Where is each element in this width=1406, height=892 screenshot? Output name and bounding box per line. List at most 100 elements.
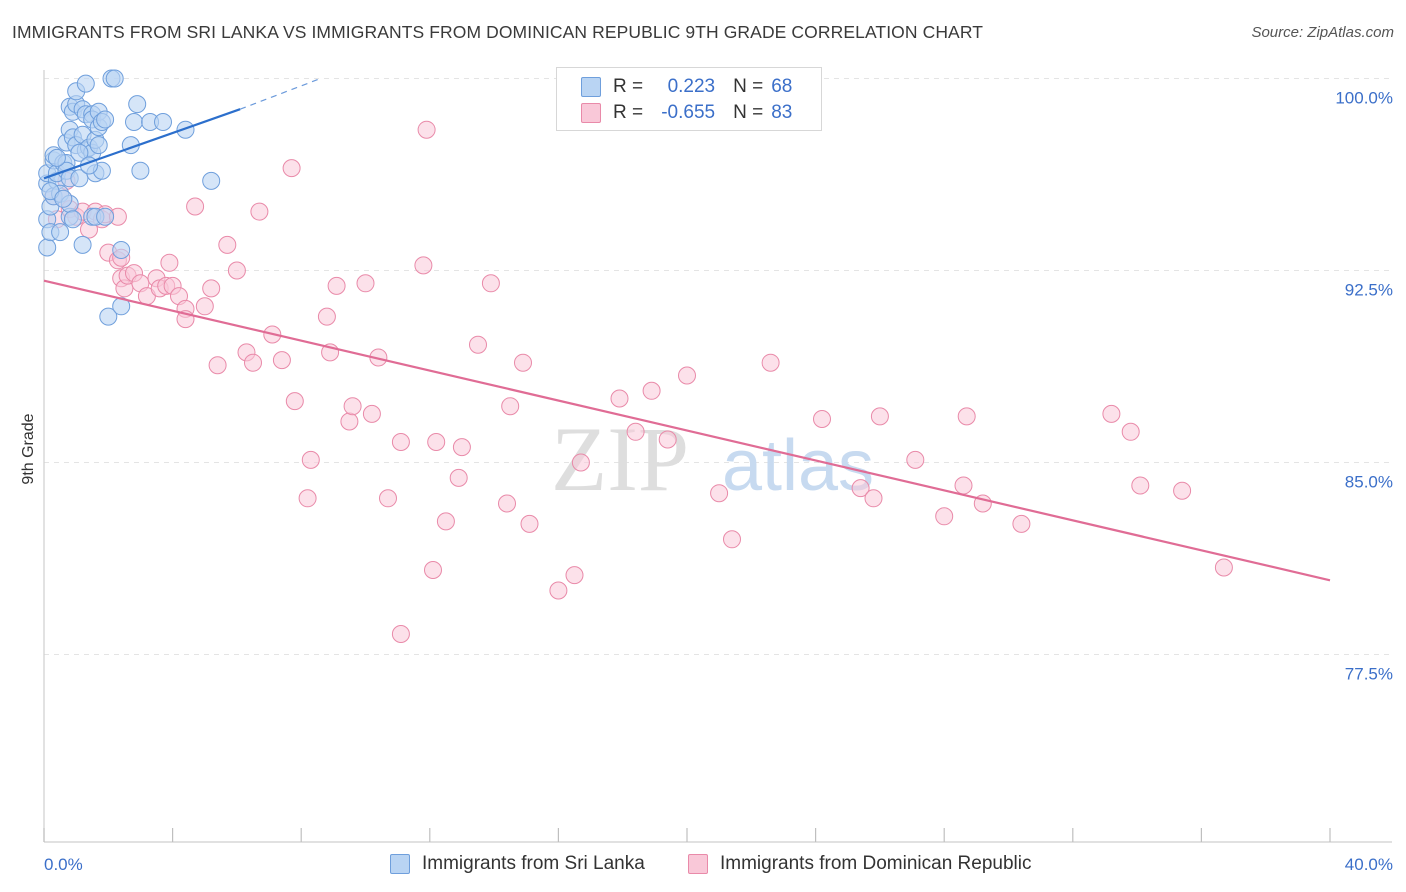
source-label: Source: ZipAtlas.com xyxy=(1251,24,1394,41)
dominican-point xyxy=(272,351,291,370)
dominican-point xyxy=(427,433,446,451)
dominican-point xyxy=(469,335,487,354)
dominican-point xyxy=(160,253,179,272)
sri-lanka-point xyxy=(176,120,195,139)
axis-layer xyxy=(43,70,1392,843)
dominican-point xyxy=(906,450,925,469)
dominican-point xyxy=(436,512,455,531)
dominican-point xyxy=(870,407,889,426)
dominican-point xyxy=(851,479,870,498)
dominican-point xyxy=(549,581,568,600)
dominican-point xyxy=(957,407,976,426)
dominican-point xyxy=(678,366,696,385)
legend-row-dominican: R = -0.655 N = 83 xyxy=(581,101,792,125)
dominican-point xyxy=(761,353,780,372)
sri-lanka-legend-swatch xyxy=(390,854,410,874)
dominican-point xyxy=(1012,514,1031,533)
dominican-point xyxy=(723,530,741,549)
dominican-point xyxy=(186,197,205,216)
r-value-dominican: -0.655 xyxy=(661,102,716,123)
sri-lanka-point xyxy=(99,307,118,326)
dominican-point xyxy=(954,476,973,495)
dominican-point xyxy=(1214,558,1233,577)
axis-labels: 100.0% 92.5% 85.0% 77.5% 0.0% 40.0% 9th Grade xyxy=(20,89,1393,875)
dominican-point xyxy=(391,433,410,451)
dominican-point xyxy=(250,202,269,221)
sri-lanka-point xyxy=(76,74,95,93)
dominican-point xyxy=(481,274,500,293)
dominican-point xyxy=(343,397,362,416)
dominican-point xyxy=(520,514,539,533)
r-value-sri-lanka: 0.223 xyxy=(667,76,716,97)
sri-lanka-point xyxy=(154,113,172,131)
y-tick-label: 85.0% xyxy=(1345,473,1393,492)
sri-lanka-point xyxy=(96,207,115,226)
dominican-point xyxy=(301,450,320,469)
dominican-point xyxy=(195,297,214,316)
sri-lanka-trend-extension xyxy=(239,77,321,110)
n-label: N = xyxy=(733,76,764,97)
sri-lanka-point xyxy=(38,238,57,257)
dominican-point xyxy=(327,276,346,295)
sri-lanka-points xyxy=(38,69,221,326)
sri-lanka-point xyxy=(54,189,73,208)
dominican-point xyxy=(935,507,954,526)
dominican-point xyxy=(356,274,375,293)
dominican-point xyxy=(571,453,590,472)
y-tick-label: 77.5% xyxy=(1345,665,1393,684)
dominican-point xyxy=(642,381,661,400)
dominican-point xyxy=(414,256,433,275)
dominican-point xyxy=(864,489,883,508)
dominican-point xyxy=(1173,481,1192,500)
dominican-legend-label: Immigrants from Dominican Republic xyxy=(720,853,1032,874)
watermark: ZIP atlas xyxy=(551,408,874,510)
dominican-point xyxy=(227,261,246,280)
x-tick-label: 0.0% xyxy=(44,855,83,874)
sri-lanka-point xyxy=(47,148,66,167)
sri-lanka-point xyxy=(63,210,82,229)
dominican-points xyxy=(44,120,1233,643)
dominican-legend-swatch xyxy=(688,854,708,874)
bottom-legend-sri-lanka[interactable]: Immigrants from Sri Lanka xyxy=(390,851,645,877)
chart-title: IMMIGRANTS FROM SRI LANKA VS IMMIGRANTS … xyxy=(12,22,984,42)
dominican-point xyxy=(282,159,301,178)
dominican-point xyxy=(449,468,468,487)
trend-lines xyxy=(43,77,1331,582)
dominican-point xyxy=(317,307,336,326)
dominican-point xyxy=(710,484,729,503)
dominican-point xyxy=(1102,404,1121,423)
sri-lanka-point xyxy=(51,223,70,242)
sri-lanka-point xyxy=(128,95,147,114)
dominican-point xyxy=(391,625,410,643)
bottom-legend-dominican[interactable]: Immigrants from Dominican Republic xyxy=(688,851,1032,877)
sri-lanka-point xyxy=(112,241,131,259)
dominican-point xyxy=(244,353,262,372)
dominican-point xyxy=(417,120,436,139)
x-tick-label: 40.0% xyxy=(1345,855,1393,874)
sri-lanka-point xyxy=(131,161,150,180)
dominican-trend-line xyxy=(43,279,1331,582)
r-label: R = xyxy=(613,102,644,123)
sri-lanka-point xyxy=(96,110,115,129)
sri-lanka-point xyxy=(125,113,143,131)
dominican-point xyxy=(514,353,532,372)
dominican-point xyxy=(424,561,442,579)
y-axis-label: 9th Grade xyxy=(20,413,37,484)
n-value-dominican: 83 xyxy=(771,102,793,123)
sri-lanka-trend-line xyxy=(43,108,241,180)
dominican-swatch xyxy=(581,103,601,123)
sri-lanka-point xyxy=(202,171,221,190)
sri-lanka-point xyxy=(89,136,108,155)
dominican-point xyxy=(498,494,516,513)
r-label: R = xyxy=(613,76,644,97)
n-label: N = xyxy=(733,102,764,123)
dominican-point xyxy=(452,438,471,457)
dominican-point xyxy=(501,397,520,416)
dominican-point xyxy=(340,412,359,431)
watermark-atlas: atlas xyxy=(722,426,874,506)
correlation-legend: R = 0.223 N = 68 R = -0.655 N = 83 xyxy=(556,67,822,131)
sri-lanka-point xyxy=(105,69,124,88)
dominican-point xyxy=(285,392,304,411)
legend-row-sri-lanka: R = 0.223 N = 68 xyxy=(581,75,792,99)
